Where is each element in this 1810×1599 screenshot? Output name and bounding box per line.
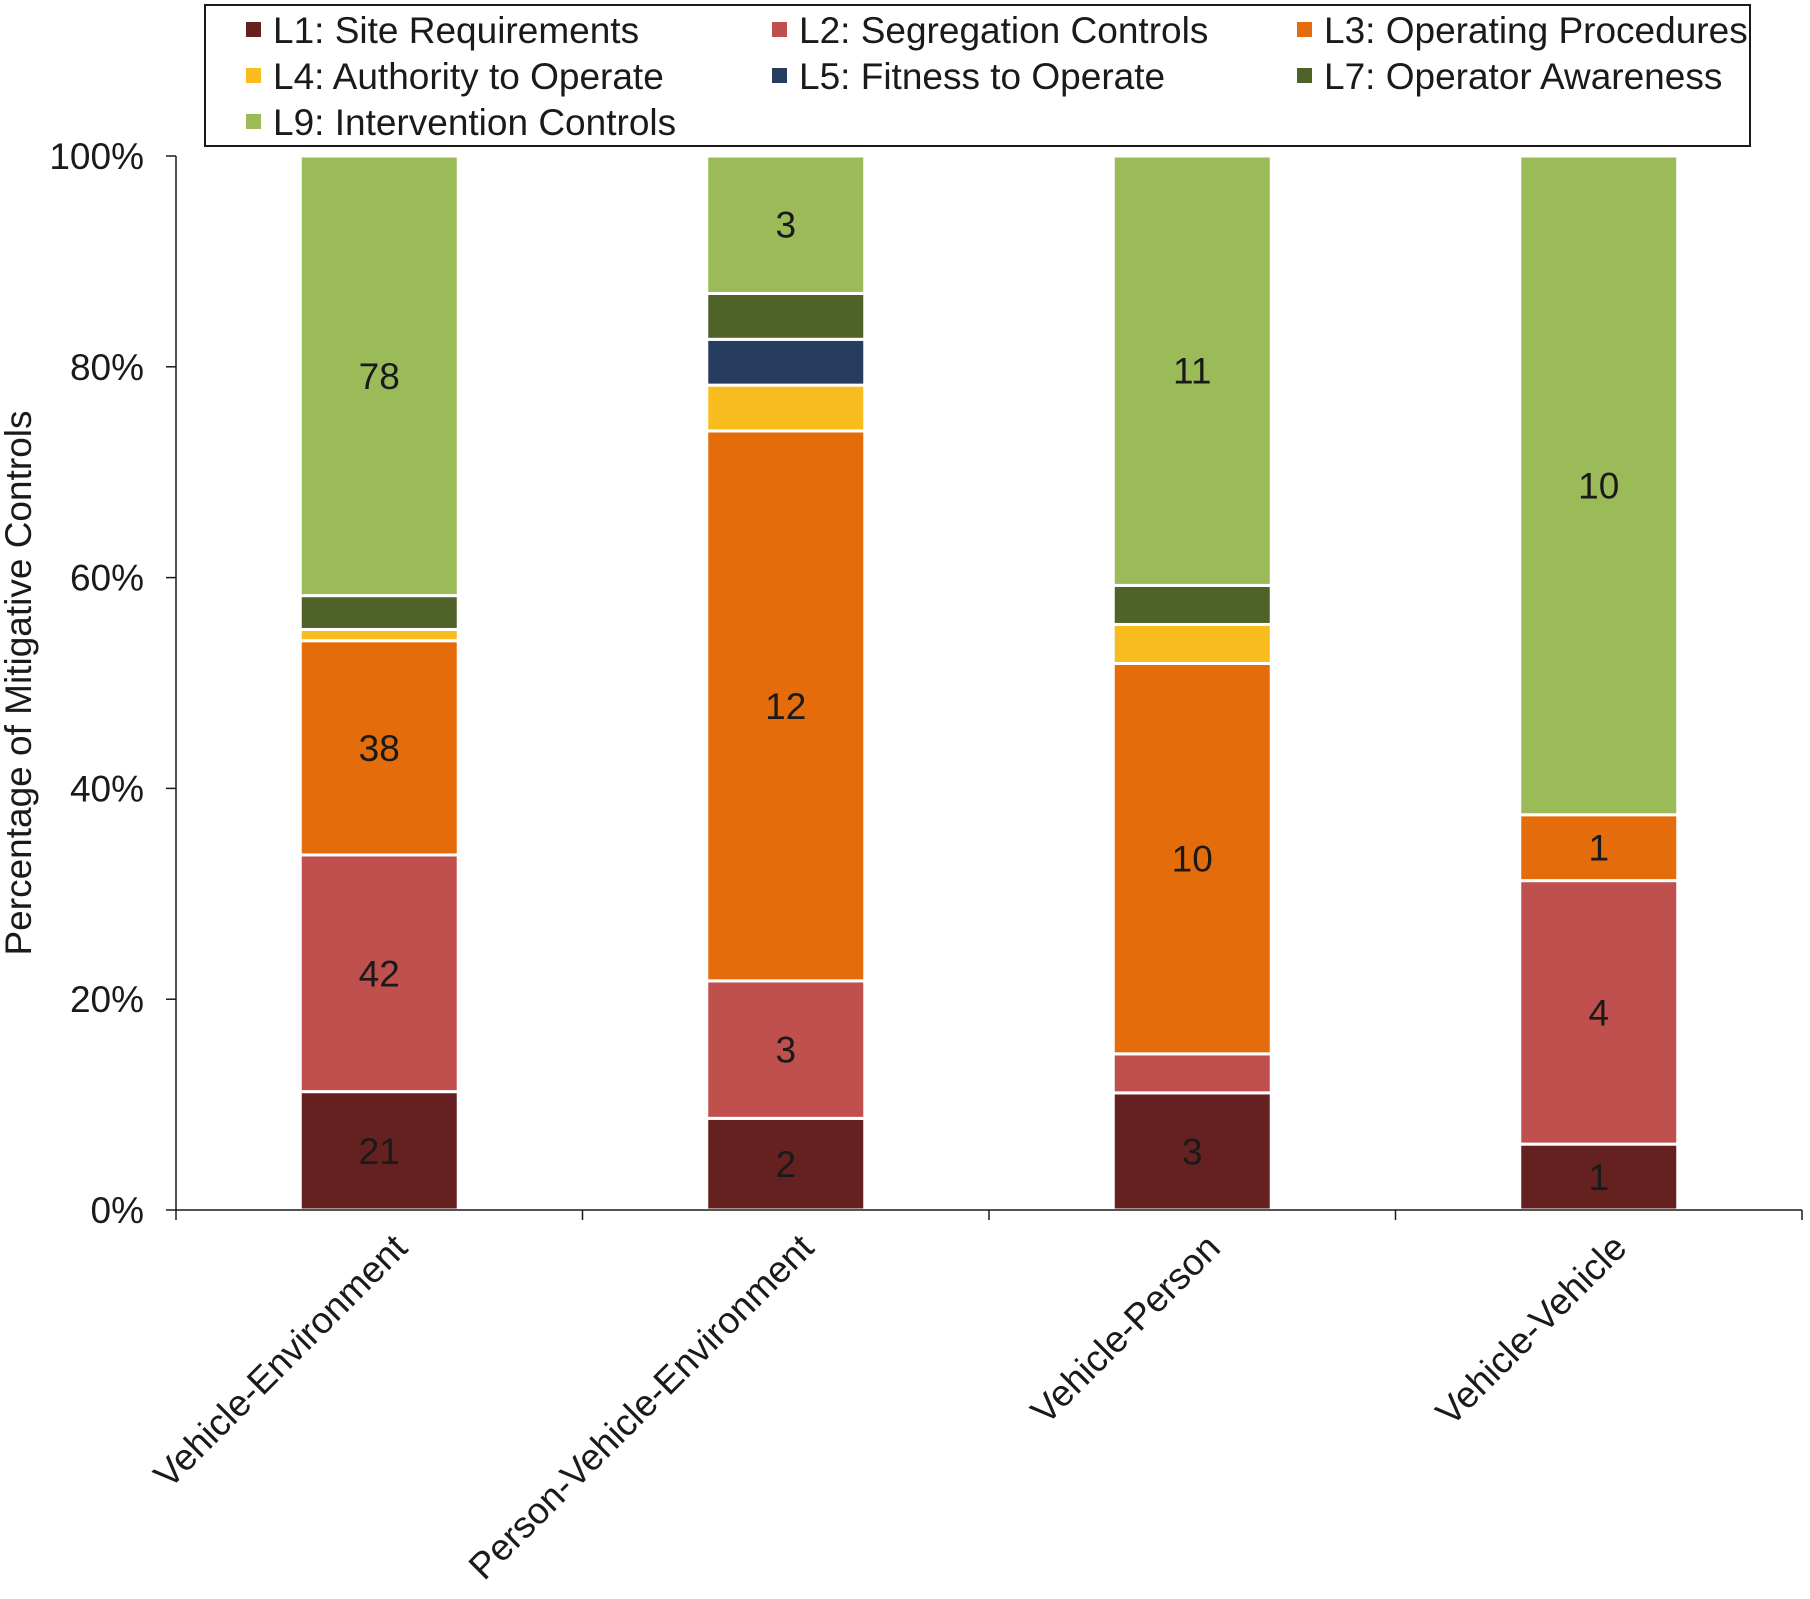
bar-segment-vehicle-person-l3 [1111,661,1273,1056]
bar-segment-person-vehicle-environment-l4 [705,383,867,433]
bar-segment-vehicle-person-l1 [1111,1091,1273,1212]
bar-segment-vehicle-environment-l4 [298,627,460,643]
data-label: 1 [1588,1157,1609,1198]
bar-segment-person-vehicle-environment-l3 [705,429,867,983]
x-tick-label: Vehicle-Environment [146,1226,415,1495]
bar-segment-vehicle-environment-l1 [298,1090,460,1212]
data-label: 38 [359,728,400,769]
data-label: 1 [1588,828,1609,869]
y-tick-label: 40% [70,768,144,809]
data-label: 21 [359,1131,400,1172]
bar-segment-person-vehicle-environment-l5 [705,337,867,387]
x-tick-label: Person-Vehicle-Environment [461,1226,822,1587]
bar-segment-vehicle-person-l4 [1111,622,1273,665]
data-label: 12 [765,686,806,727]
data-label: 10 [1172,839,1213,880]
bar-segment-vehicle-person-l2 [1111,1052,1273,1095]
y-tick-label: 0% [91,1190,144,1231]
data-label: 11 [1173,351,1211,392]
data-label: 3 [1182,1131,1203,1172]
legend-swatch-l1 [246,22,261,37]
bar-segment-vehicle-vehicle-l3 [1518,813,1680,883]
y-tick-label: 100% [49,136,144,177]
bar-segment-vehicle-vehicle-l9 [1518,154,1680,817]
y-tick-label: 80% [70,347,144,388]
bar-segment-person-vehicle-environment-l1 [705,1116,867,1212]
legend-swatch-l7 [1297,68,1312,83]
y-tick-label: 60% [70,558,144,599]
data-label: 2 [775,1144,796,1185]
legend-swatch-l3 [1297,22,1312,37]
data-label: 4 [1588,992,1609,1033]
legend-swatch-l2 [772,22,787,37]
legend-label-l9: L9: Intervention Controls [273,102,676,143]
bar-segment-person-vehicle-environment-l9 [705,154,867,295]
data-label: 42 [359,953,400,994]
legend-label-l5: L5: Fitness to Operate [799,56,1165,97]
bar-segment-vehicle-environment-l3 [298,639,460,857]
y-axis-label: Percentage of Mitigative Controls [0,411,39,956]
legend-swatch-l9 [246,114,261,129]
data-label: 78 [359,356,400,397]
x-tick-label: Vehicle-Vehicle [1428,1227,1634,1433]
bar-segment-vehicle-person-l9 [1111,154,1273,587]
bar-segment-person-vehicle-environment-l7 [705,291,867,341]
x-tick-label: Vehicle-Person [1023,1227,1228,1432]
legend-label-l7: L7: Operator Awareness [1324,56,1722,97]
legend-label-l4: L4: Authority to Operate [273,56,664,97]
y-tick-label: 20% [70,979,144,1020]
data-label: 3 [775,1030,796,1071]
data-label: 10 [1578,465,1619,506]
legend-swatch-l5 [772,68,787,83]
bar-segment-vehicle-environment-l7 [298,594,460,631]
legend-label-l3: L3: Operating Procedures [1324,10,1748,51]
legend-box [204,4,1751,147]
bar-segment-person-vehicle-environment-l2 [705,979,867,1120]
legend-label-l1: L1: Site Requirements [273,10,639,51]
legend-swatch-l4 [246,68,261,83]
data-label: 3 [775,205,796,246]
legend-label-l2: L2: Segregation Controls [799,10,1208,51]
bar-segment-vehicle-person-l7 [1111,583,1273,626]
legend: L1: Site Requirements L2: Segregation Con… [204,4,1751,147]
bar-segment-vehicle-environment-l9 [298,154,460,598]
